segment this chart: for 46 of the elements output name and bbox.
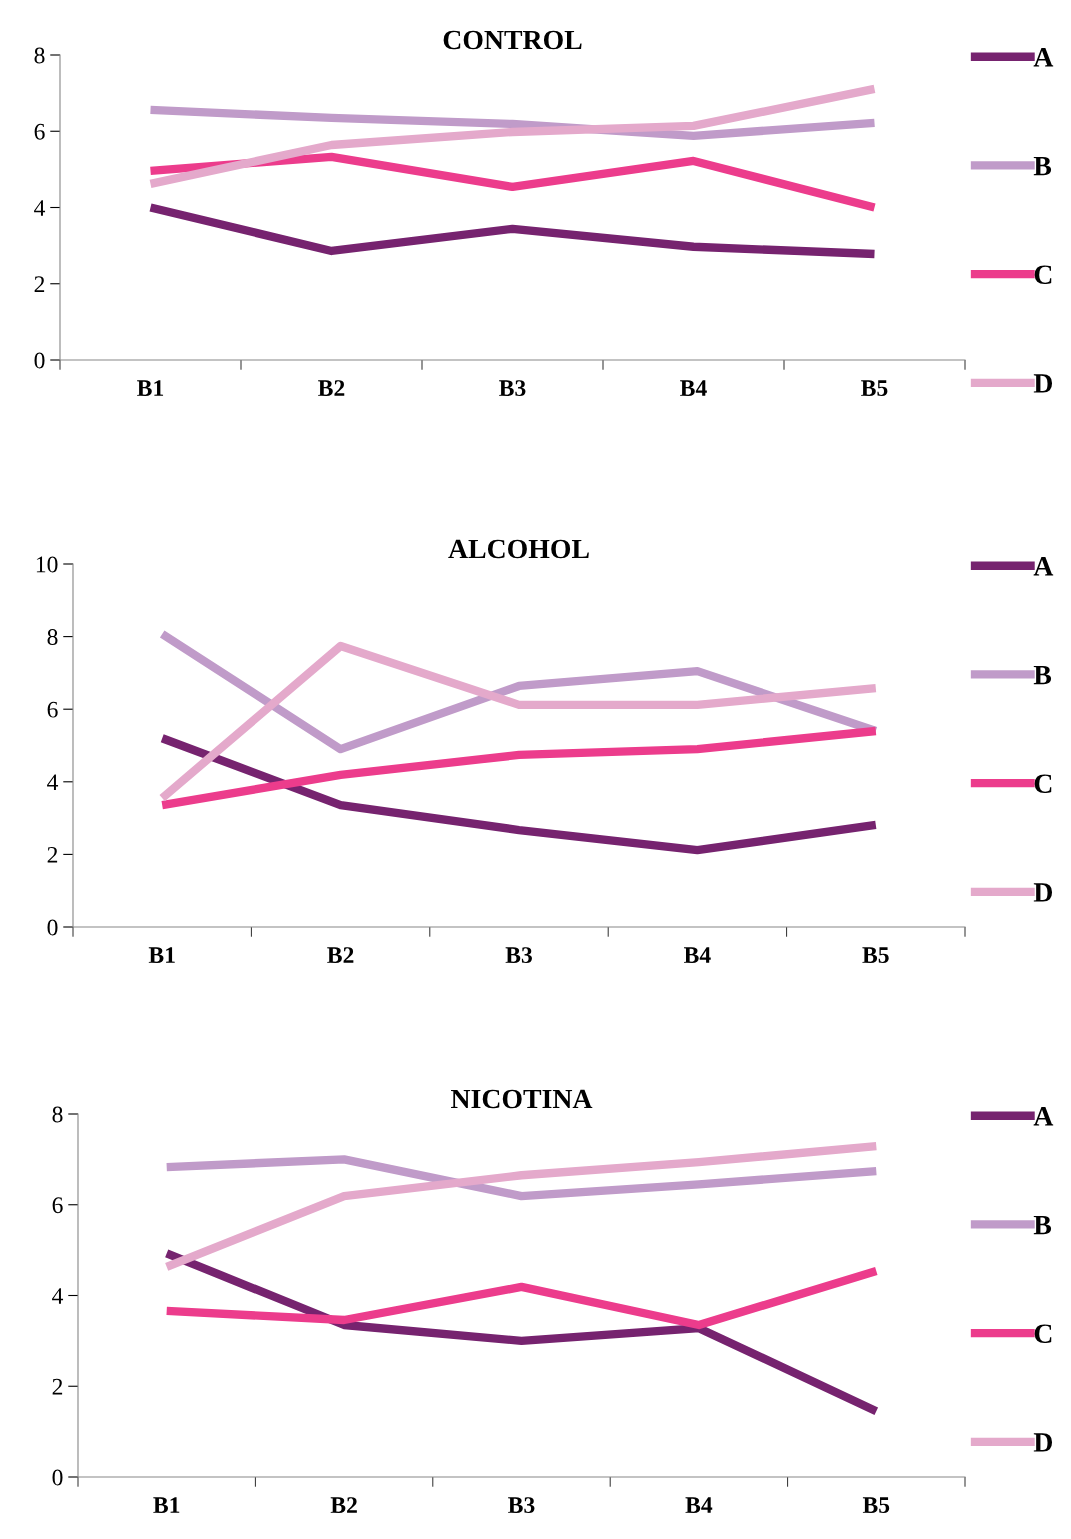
y-tick-label: 6: [47, 701, 58, 718]
y-tick-label: 0: [47, 919, 58, 936]
chart-title: ALCOHOL: [448, 539, 589, 559]
legend-label: B: [1033, 156, 1052, 176]
legend-label: B: [1033, 1215, 1052, 1235]
legend-label: A: [1033, 557, 1054, 576]
x-tick-label: B5: [862, 1497, 890, 1514]
y-tick-label: 4: [47, 774, 59, 790]
legend-label: A: [1033, 1107, 1054, 1126]
legend-label: D: [1033, 1433, 1053, 1452]
legend-label: C: [1034, 1324, 1052, 1344]
legend-label: C: [1034, 265, 1052, 285]
x-tick-label: B3: [508, 1497, 535, 1514]
y-tick-label: 0: [34, 352, 45, 369]
legend-label: B: [1033, 665, 1052, 685]
chart-title: CONTROL: [443, 30, 582, 50]
y-tick-label: 4: [52, 1288, 64, 1304]
legend-label: D: [1033, 374, 1053, 393]
y-tick-label: 2: [47, 846, 58, 863]
x-tick-label: B2: [327, 947, 354, 963]
x-tick-label: B3: [499, 380, 526, 397]
x-tick-label: B4: [680, 380, 707, 396]
y-tick-label: 8: [47, 629, 58, 646]
x-tick-label: B5: [862, 947, 889, 964]
x-tick-label: B2: [330, 1497, 357, 1513]
x-tick-label: B1: [137, 380, 164, 396]
legend-label: C: [1034, 774, 1052, 794]
x-tick-label: B1: [148, 947, 175, 963]
y-tick-label: 2: [34, 276, 45, 292]
chart-title: NICOTINA: [451, 1089, 593, 1109]
x-tick-label: B4: [684, 947, 711, 963]
x-tick-label: B5: [861, 380, 888, 397]
y-tick-label: 6: [34, 123, 45, 140]
x-tick-label: B4: [685, 1497, 713, 1513]
y-tick-label: 8: [52, 1106, 63, 1123]
y-tick-label: 6: [52, 1197, 63, 1214]
x-tick-label: B2: [318, 380, 345, 396]
y-tick-label: 4: [34, 200, 46, 216]
y-tick-label: 0: [52, 1469, 63, 1486]
legend-label: D: [1033, 883, 1053, 902]
y-tick-label: 8: [34, 47, 45, 64]
x-tick-label: B3: [505, 947, 532, 964]
x-tick-label: B1: [153, 1497, 180, 1513]
legend-label: A: [1033, 48, 1054, 67]
y-tick-label: 10: [36, 556, 58, 573]
y-tick-label: 2: [52, 1378, 63, 1395]
